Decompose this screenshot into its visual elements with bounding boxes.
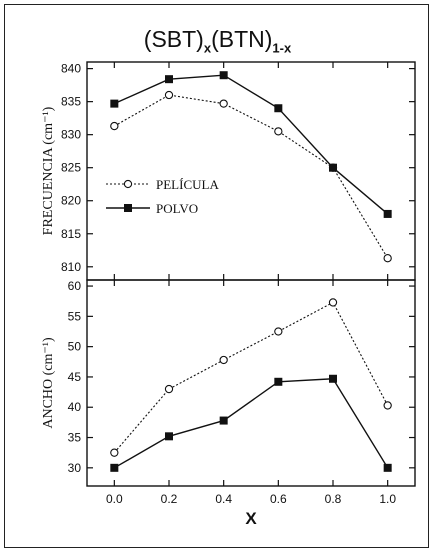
x-tick-label: 1.0: [379, 492, 396, 506]
data-point: [219, 355, 228, 365]
x-tick-label: 0.4: [215, 492, 232, 506]
x-tick-label: 0.8: [325, 492, 342, 506]
chart-title: (SBT)x(BTN)1-x: [143, 26, 292, 56]
data-point: [219, 71, 228, 80]
series-line: [113, 378, 389, 469]
y-tick-label: 840: [61, 62, 81, 76]
y-tick-label: 45: [68, 370, 82, 384]
data-point: [274, 104, 283, 113]
data-point: [164, 384, 174, 394]
legend-marker: [123, 179, 133, 189]
data-point: [165, 432, 173, 441]
y-tick-label: 55: [68, 309, 82, 323]
data-point: [110, 463, 119, 472]
y-tick-label: 35: [68, 431, 82, 445]
panel-1: 810 815 820 825 830 835 840 FRECUENCIA (cm⁻¹) PE…: [41, 61, 416, 281]
data-point: [219, 99, 228, 108]
data-point: [165, 75, 173, 84]
series-película: [110, 298, 392, 457]
panel-2: 30 35 40 45 50 55 60 0.0 0.2 0.4 0.6 0.8 1.0 ANCHO (c…: [41, 279, 416, 528]
y-tick-label: 835: [61, 95, 81, 109]
data-point: [110, 121, 119, 131]
data-point: [110, 448, 119, 457]
x-tick-label: 0.6: [270, 492, 287, 506]
legend-label: PELÍCULA: [156, 177, 219, 192]
data-point: [219, 416, 228, 425]
y-tick-label: 810: [61, 260, 81, 274]
y-tick-label: 830: [61, 128, 81, 142]
series-line: [113, 301, 389, 454]
data-point: [274, 377, 283, 386]
data-point: [274, 127, 283, 136]
plot-frame: [86, 61, 416, 281]
data-point: [329, 374, 337, 383]
y-tick-label: 60: [68, 279, 82, 293]
data-point: [164, 90, 174, 100]
y-axis-label: ANCHO (cm⁻¹): [41, 337, 56, 429]
data-point: [328, 298, 338, 307]
plot-frame: [86, 279, 416, 487]
data-point: [274, 327, 283, 336]
data-point: [329, 163, 337, 172]
legend-label: POLVO: [156, 201, 198, 216]
y-tick-label: 40: [68, 400, 82, 414]
data-point: [383, 401, 392, 410]
y-tick-label: 50: [68, 340, 82, 354]
y-axis-label: FRECUENCIA (cm⁻¹): [41, 106, 56, 235]
data-point: [383, 254, 392, 263]
y-tick-label: 825: [61, 161, 81, 175]
x-axis-label: X: [245, 509, 257, 528]
data-point: [110, 99, 119, 108]
data-point: [383, 463, 392, 472]
x-tick-label: 0.2: [161, 492, 178, 506]
y-tick-label: 820: [61, 194, 81, 208]
series-película: [110, 90, 392, 263]
data-point: [383, 209, 392, 218]
legend: PELÍCULA POLVO: [106, 177, 219, 216]
series-polvo: [110, 374, 392, 472]
x-tick-label: 0.0: [106, 492, 123, 506]
series-line: [114, 74, 389, 215]
series-polvo: [110, 71, 392, 218]
figure-frame: [4, 4, 429, 548]
y-tick-label: 30: [68, 461, 82, 475]
y-tick-label: 815: [61, 227, 81, 241]
legend-marker: [124, 204, 132, 212]
series-line: [114, 94, 389, 259]
